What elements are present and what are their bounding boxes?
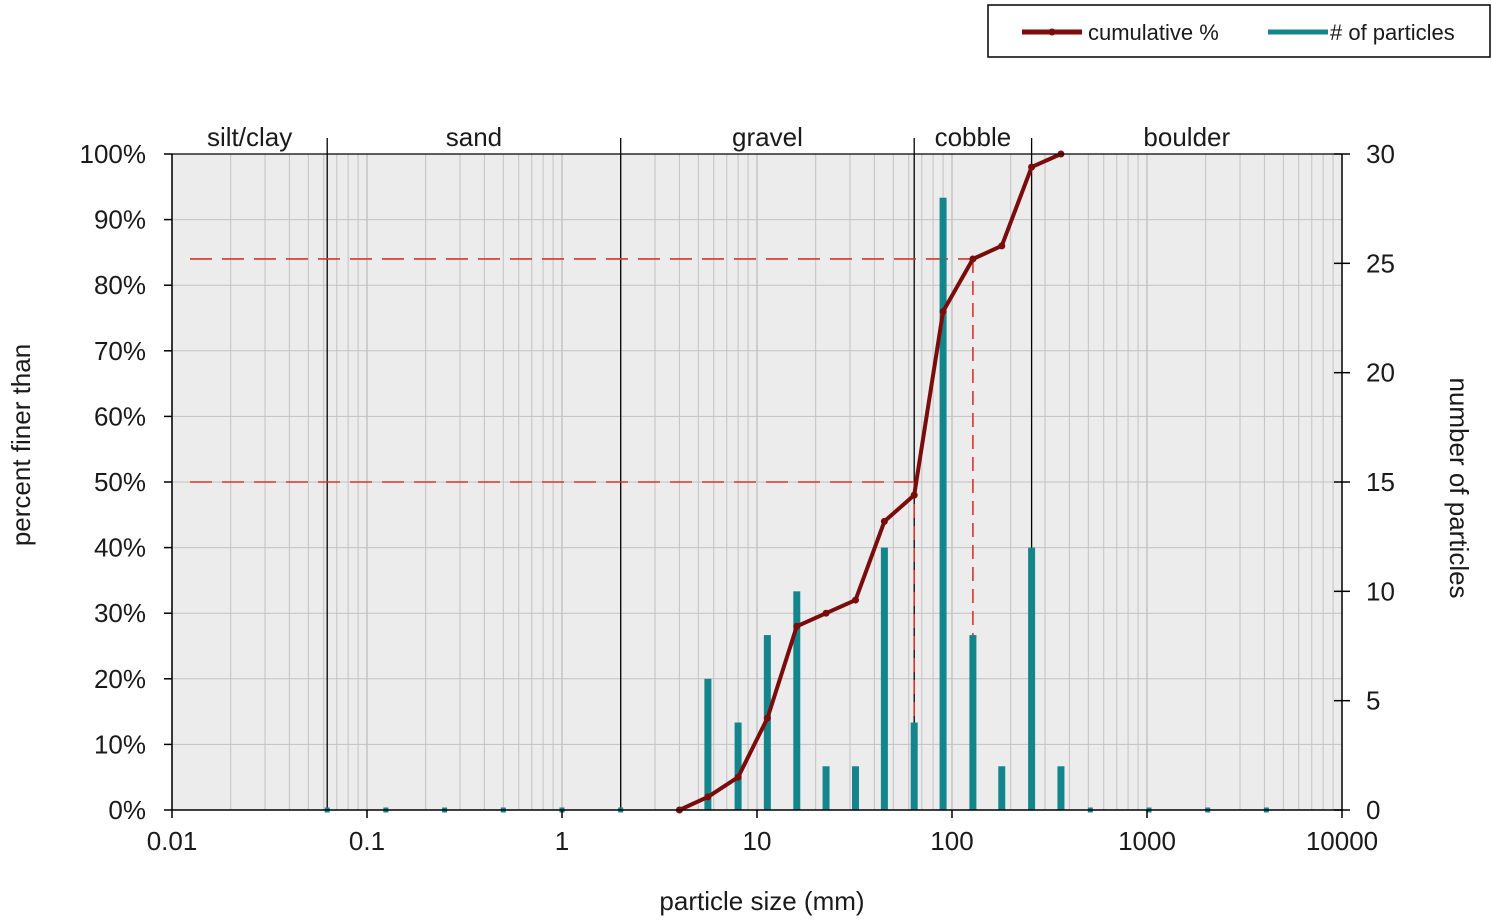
particle-count-bar	[880, 547, 888, 810]
y-tick-label: 0%	[108, 795, 146, 825]
y-tick-label: 20%	[94, 664, 146, 694]
y-tick-label: 60%	[94, 401, 146, 431]
particle-count-bar	[704, 678, 712, 810]
axes-group: 0.01 0.1 1 10 100 1000 100000%10%20%30%40%50%6…	[80, 139, 1395, 856]
size-class-label: cobble	[935, 122, 1012, 152]
x-tick-label: 10	[743, 826, 772, 856]
cumulative-point	[998, 242, 1006, 250]
y2-tick-label: 20	[1366, 358, 1395, 388]
legend-cumulative-marker	[1048, 28, 1056, 36]
y-tick-label: 80%	[94, 270, 146, 300]
y2-tick-label: 0	[1366, 795, 1380, 825]
cumulative-line-group	[675, 150, 1065, 814]
y2-tick-label: 10	[1366, 576, 1395, 606]
size-class-label: gravel	[732, 122, 803, 152]
y2-axis-title: number of particles	[1444, 377, 1474, 598]
cumulative-point	[880, 517, 888, 525]
y2-tick-label: 5	[1366, 686, 1380, 716]
size-class-label: boulder	[1143, 122, 1230, 152]
cumulative-point	[793, 622, 801, 630]
cumulative-point	[734, 773, 742, 781]
y-axis-title: percent finer than	[6, 344, 36, 546]
particle-count-bar	[939, 197, 947, 810]
x-tick-label: 0.1	[349, 826, 385, 856]
plot-area-group: silt/clay sand gravel cobble boulder	[171, 122, 1342, 810]
legend: cumulative % # of particles	[987, 4, 1491, 58]
cumulative-point	[822, 609, 830, 617]
particle-count-bar	[998, 766, 1006, 810]
legend-particles-label: # of particles	[1330, 20, 1455, 45]
particle-count-bar	[1028, 547, 1036, 810]
y-tick-label: 50%	[94, 467, 146, 497]
x-tick-label: 1	[555, 826, 569, 856]
x-tick-label: 0.01	[147, 826, 198, 856]
x-tick-label: 1000	[1118, 826, 1176, 856]
particle-count-bar	[822, 766, 830, 810]
particle-count-bar	[910, 722, 918, 810]
particle-count-bar	[1057, 766, 1065, 810]
x-axis-title: particle size (mm)	[659, 886, 864, 916]
x-tick-label: 10000	[1306, 826, 1378, 856]
legend-cumulative-label: cumulative %	[1088, 20, 1219, 45]
cumulative-percent-line	[678, 152, 1062, 812]
y-tick-label: 10%	[94, 729, 146, 759]
y-tick-label: 70%	[94, 336, 146, 366]
y-tick-label: 100%	[80, 139, 147, 169]
particle-count-bar	[969, 635, 977, 810]
particle-count-bar	[793, 591, 801, 810]
y2-tick-label: 15	[1366, 467, 1395, 497]
cumulative-point	[939, 307, 947, 315]
y2-tick-label: 30	[1366, 139, 1395, 169]
cumulative-point	[910, 491, 918, 499]
x-tick-label: 100	[930, 826, 973, 856]
particle-count-bar	[734, 722, 742, 810]
cumulative-point	[704, 793, 712, 801]
size-class-label: sand	[446, 122, 502, 152]
particle-count-bar	[852, 766, 860, 810]
y2-tick-label: 25	[1366, 248, 1395, 278]
y-tick-label: 40%	[94, 533, 146, 563]
cumulative-point	[969, 255, 977, 263]
size-class-label: silt/clay	[207, 122, 292, 152]
y-tick-label: 30%	[94, 598, 146, 628]
cumulative-point	[763, 714, 771, 722]
y-tick-label: 90%	[94, 205, 146, 235]
cumulative-point	[1028, 163, 1036, 171]
cumulative-point	[852, 596, 860, 604]
